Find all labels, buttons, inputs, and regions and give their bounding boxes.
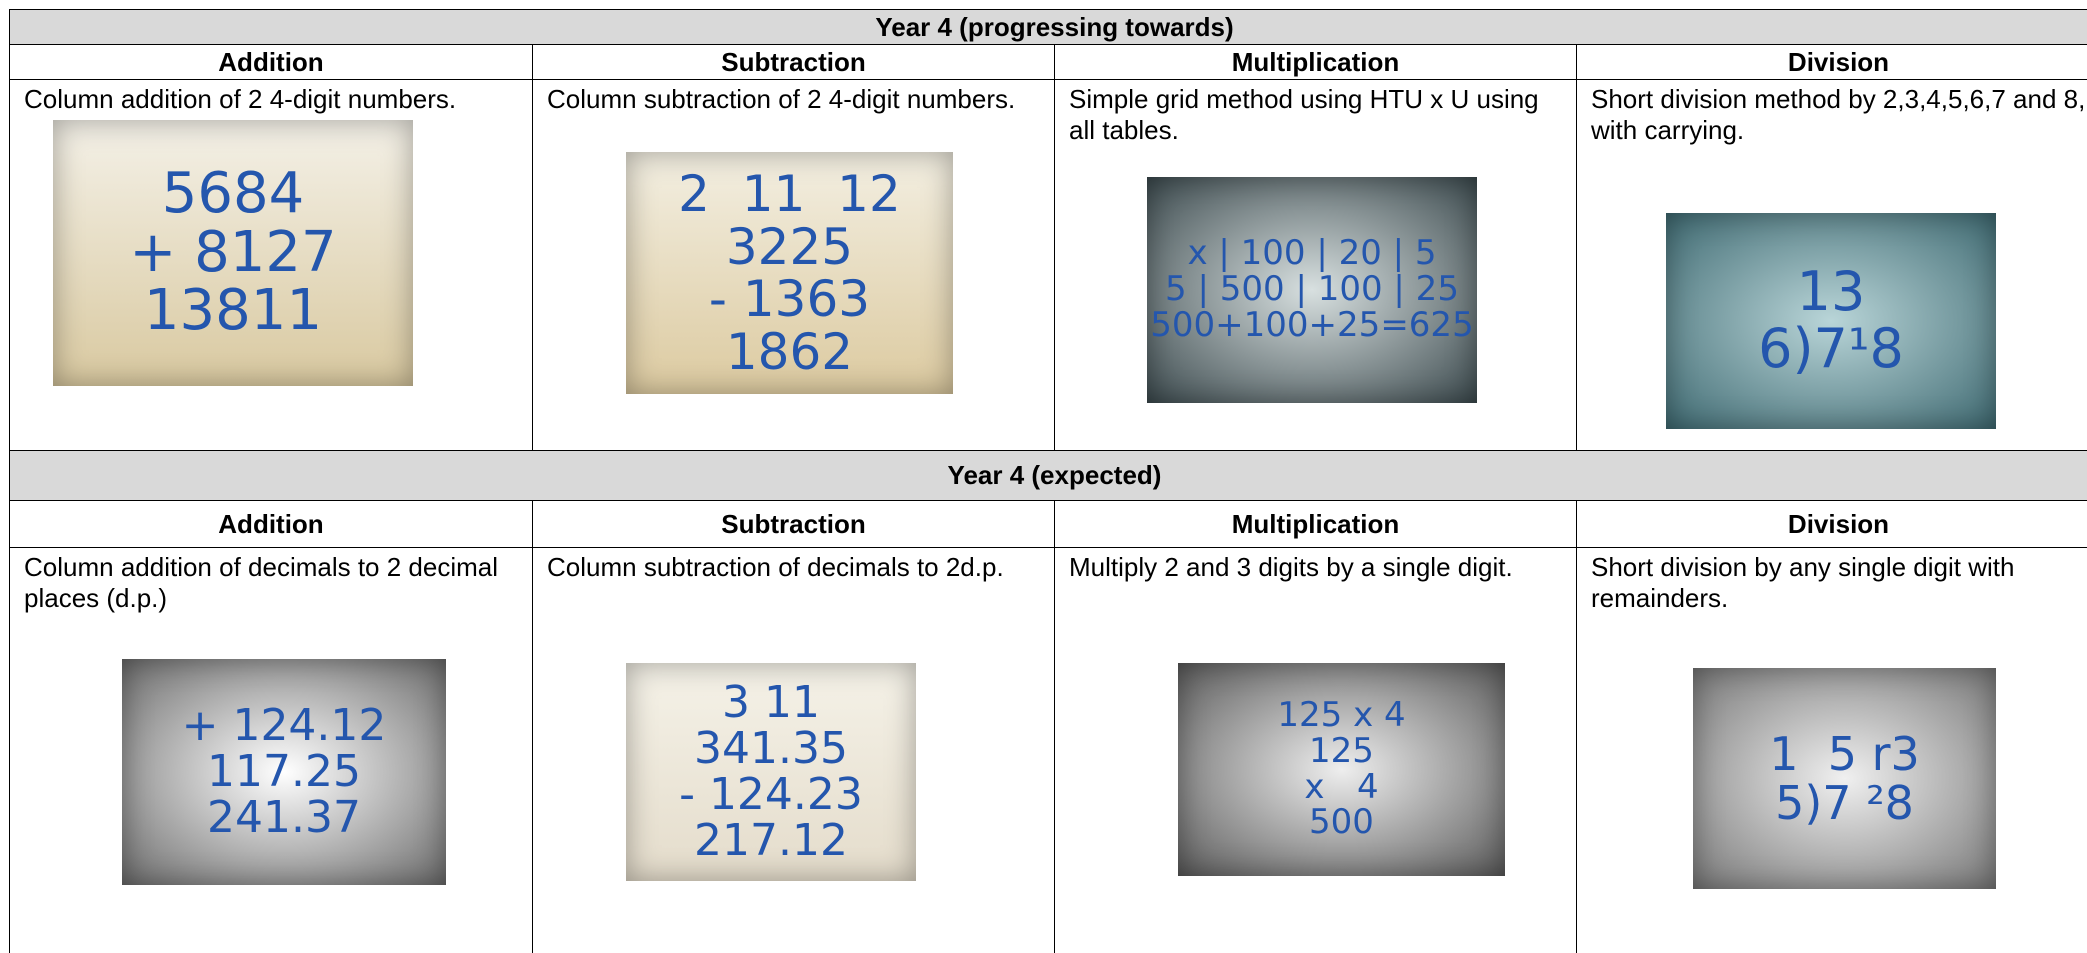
column-heading: Subtraction: [532, 500, 1055, 548]
handwritten-line: + 124.12: [182, 703, 387, 749]
handwritten-line: 5684: [162, 165, 305, 224]
handwritten-line: 125 x 4: [1277, 698, 1405, 734]
handwritten-line: 5 | 500 | 100 | 25: [1165, 272, 1459, 308]
column-heading: Multiplication: [1054, 500, 1577, 548]
handwritten-line: - 1363: [709, 273, 870, 326]
section-title: Year 4 (progressing towards): [9, 9, 2087, 45]
handwritten-line: 2 11 12: [678, 168, 901, 221]
handwritten-line: 117.25: [207, 749, 361, 795]
handwritten-line: 500: [1309, 805, 1374, 841]
handwritten-line: 1 5 r3: [1769, 730, 1920, 778]
handwritten-line: 341.35: [694, 726, 848, 772]
handwritten-line: 13811: [144, 282, 322, 341]
column-heading: Division: [1576, 500, 2087, 548]
handwritten-line: 3225: [726, 221, 853, 274]
column-heading: Division: [1576, 44, 2087, 80]
handwritten-line: x | 100 | 20 | 5: [1187, 236, 1436, 272]
handwritten-line: 500+100+25=625: [1150, 308, 1473, 344]
handwritten-line: 241.37: [207, 795, 361, 841]
handwritten-line: 125: [1309, 734, 1374, 770]
column-heading: Subtraction: [532, 44, 1055, 80]
column-heading: Addition: [9, 44, 533, 80]
handwritten-line: 13: [1797, 264, 1866, 321]
handwritten-line: - 124.23: [679, 772, 863, 818]
handwritten-line: 217.12: [694, 818, 848, 864]
handwritten-line: 6)7¹8: [1758, 321, 1904, 378]
page: Year 4 (progressing towards)AdditionColu…: [0, 0, 2087, 953]
column-heading: Addition: [9, 500, 533, 548]
section-title: Year 4 (expected): [9, 450, 2087, 501]
handwritten-line: + 8127: [129, 224, 336, 283]
column-heading: Multiplication: [1054, 44, 1577, 80]
handwritten-line: 3 11: [722, 680, 820, 726]
handwritten-line: 1862: [726, 326, 853, 379]
handwritten-line: 5)7 ²8: [1775, 779, 1914, 827]
handwritten-line: x 4: [1304, 770, 1378, 806]
